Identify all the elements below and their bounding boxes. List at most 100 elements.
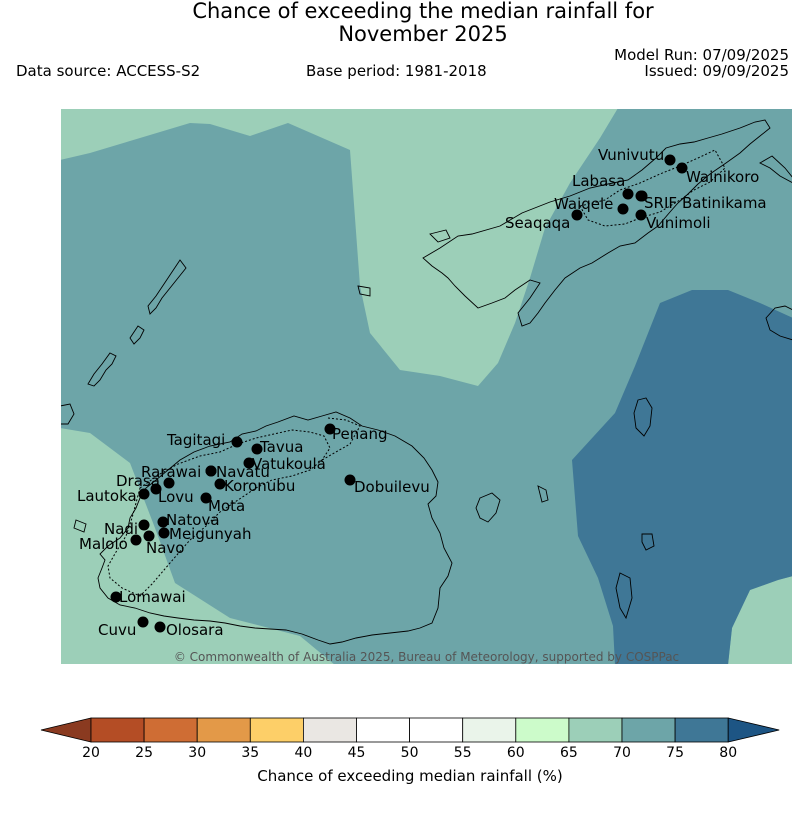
viti-levu-coast [97, 411, 453, 645]
region-65-70-southwest [60, 428, 335, 665]
station-marker-lomawai [110, 591, 122, 603]
station-label-natova: Natova [166, 511, 220, 529]
station-label-olosara: Olosara [166, 621, 224, 639]
station-marker-mota [200, 492, 212, 504]
colorbar-box-7 [462, 717, 517, 743]
rainfall-map: Vunivutu Wainikoro Labasa SRIF Batinikama Wai… [60, 108, 793, 665]
station-marker-tagitagi [231, 436, 243, 448]
islet-yasawa-2 [129, 325, 145, 345]
base-period-label: Base period: 1981-2018 [306, 62, 487, 80]
station-label-koronubu: Koronubu [224, 477, 295, 495]
station-marker-seaqaqa [571, 209, 583, 221]
station-label-penang: Penang [332, 425, 387, 443]
colorbar-box-3 [249, 717, 304, 743]
station-marker-batinikama [636, 190, 648, 202]
map-border [60, 108, 793, 665]
station-marker-wainikoro [676, 162, 688, 174]
station-marker-koronubu [214, 478, 226, 490]
station-label-navo: Navo [146, 539, 184, 557]
colorbar-tick-label: 70 [613, 745, 631, 761]
station-marker-labasa [622, 188, 634, 200]
station-label-meigunyah: Meigunyah [169, 525, 251, 543]
islet-west-1 [60, 403, 75, 425]
colorbar-box-9 [568, 717, 623, 743]
station-label-labasa: Labasa [572, 172, 625, 190]
colorbar-box-6 [409, 717, 464, 743]
viti-levu-boundary-east [321, 417, 361, 461]
station-marker-dobuilevu [344, 474, 356, 486]
colorbar-box-2 [196, 717, 251, 743]
vanua-levu-coast [422, 119, 771, 327]
station-marker-vunivutu [664, 154, 676, 166]
colorbar-tick-label: 80 [719, 745, 737, 761]
islet-east-4 [641, 533, 655, 551]
islet-north-1 [357, 285, 371, 297]
colorbar-tick-label: 35 [241, 745, 259, 761]
islet-yasawa-3 [87, 352, 117, 387]
station-label-nadi: Nadi [104, 520, 138, 538]
station-marker-vatukoula [243, 457, 255, 469]
colorbar: 20 25 30 35 40 45 50 55 60 65 70 75 80 [40, 717, 780, 761]
colorbar-tick-label: 60 [507, 745, 525, 761]
islet-yasawa-1 [147, 259, 187, 315]
map-panel: Vunivutu Wainikoro Labasa SRIF Batinikama Wai… [60, 108, 793, 665]
province-boundaries [107, 149, 726, 597]
data-source-label: Data source: ACCESS-S2 [16, 62, 201, 80]
station-label-cuvu: Cuvu [98, 621, 136, 639]
station-marker-cuvu [137, 616, 149, 628]
islet-north-2 [429, 229, 451, 243]
colorbar-tick-label: 20 [82, 745, 100, 761]
colorbar-tick-label: 25 [135, 745, 153, 761]
station-label-mota: Mota [208, 497, 245, 515]
colorbar-over-arrow [727, 717, 780, 743]
colorbar-box-4 [302, 717, 357, 743]
station-marker-navo [143, 530, 155, 542]
station-label-vunimoli: Vunimoli [646, 214, 711, 232]
station-marker-natova [157, 516, 169, 528]
vanua-levu-boundary [579, 149, 726, 227]
station-label-lovu: Lovu [158, 488, 194, 506]
issued-label: Issued: 09/09/2025 [644, 62, 789, 80]
colorbar-box-11 [674, 717, 729, 743]
station-label-drasa: Drasa [116, 472, 160, 490]
station-marker-lovu [150, 483, 162, 495]
station-label-navatu: Navatu [216, 463, 270, 481]
station-label-batinikama: Batinikama [682, 194, 767, 212]
station-marker-olosara [154, 621, 166, 633]
station-label-lomawai: Lomawai [119, 588, 186, 606]
station-label-wainikoro: Wainikoro [686, 168, 759, 186]
station-marker-nadi [138, 519, 150, 531]
station-label-waiqele: Waiqele [554, 195, 613, 213]
colorbar-tick-label: 65 [560, 745, 578, 761]
title-line-2: November 2025 [338, 22, 508, 46]
colorbar-boxes [40, 717, 780, 743]
station-marker-navatu [205, 465, 217, 477]
viti-levu-boundary-west [107, 429, 331, 597]
islet-east-5 [537, 485, 549, 503]
stations-layer: Vunivutu Wainikoro Labasa SRIF Batinikama Wai… [77, 146, 767, 639]
station-label-vatukoula: Vatukoula [252, 455, 326, 473]
colorbar-tick-label: 45 [348, 745, 366, 761]
colorbar-tick-label: 40 [294, 745, 312, 761]
colorbar-under-arrow [40, 717, 92, 743]
colorbar-box-8 [515, 717, 570, 743]
colorbar-ticks: 20 25 30 35 40 45 50 55 60 65 70 75 80 [82, 745, 737, 761]
colorbar-tick-label: 75 [666, 745, 684, 761]
colorbar-box-0 [90, 717, 145, 743]
station-label-malolo: Malolo [79, 535, 128, 553]
station-label-tagitagi: Tagitagi [166, 431, 225, 449]
station-marker-drasa [163, 477, 175, 489]
station-label-vunivutu: Vunivutu [598, 146, 664, 164]
station-marker-penang [324, 423, 336, 435]
title-line-1: Chance of exceeding the median rainfall … [192, 0, 654, 23]
copyright-notice: © Commonwealth of Australia 2025, Bureau… [173, 650, 680, 664]
region-75-80 [572, 290, 793, 665]
region-65-70-southeast [728, 576, 793, 665]
coastlines [60, 119, 793, 645]
station-marker-malolo [130, 534, 142, 546]
chart-title: Chance of exceeding the median rainfall … [0, 0, 804, 46]
colorbar-label: Chance of exceeding median rainfall (%) [257, 767, 563, 785]
station-label-dobuilevu: Dobuilevu [354, 478, 430, 496]
station-label-lautoka: Lautoka [77, 487, 137, 505]
station-marker-lautoka [138, 488, 150, 500]
